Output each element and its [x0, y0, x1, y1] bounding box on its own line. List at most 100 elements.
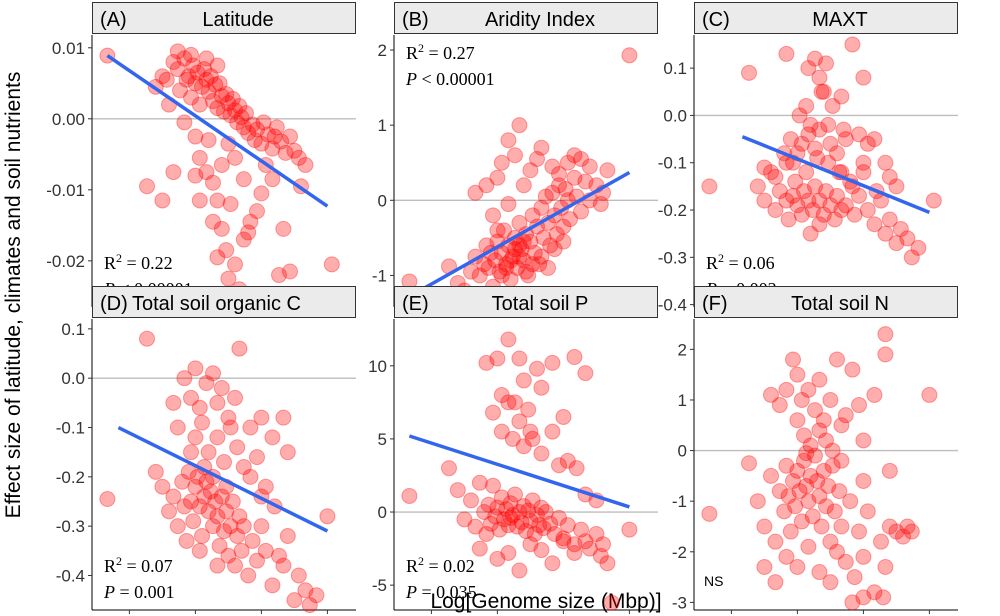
- data-point: [577, 533, 594, 550]
- data-point: [222, 107, 239, 124]
- data-point: [487, 252, 504, 269]
- data-point: [227, 557, 243, 574]
- data-point: [749, 493, 766, 510]
- panel-e-title: Total soil P: [492, 293, 589, 315]
- data-point: [202, 68, 219, 85]
- data-point: [522, 233, 539, 250]
- data-point: [851, 126, 867, 143]
- data-point: [218, 503, 235, 520]
- data-point: [277, 144, 294, 161]
- data-point: [240, 224, 257, 241]
- data-point: [566, 169, 583, 186]
- panel-a-ytick-label: 0.01: [52, 39, 85, 58]
- data-point: [815, 83, 832, 100]
- data-point: [844, 36, 861, 53]
- data-point: [811, 488, 828, 505]
- data-point: [844, 594, 861, 611]
- data-point: [174, 473, 191, 490]
- data-point: [811, 422, 828, 439]
- data-point: [255, 114, 272, 131]
- data-point: [756, 518, 773, 535]
- data-point: [222, 419, 239, 436]
- data-point: [515, 498, 532, 515]
- data-point: [487, 508, 504, 525]
- data-point: [529, 360, 545, 377]
- data-point: [290, 149, 307, 166]
- data-point: [489, 169, 506, 186]
- data-point: [881, 168, 898, 185]
- panel-e-p-value: P = 0.035: [405, 582, 477, 602]
- data-point: [493, 387, 510, 404]
- data-point: [275, 409, 292, 426]
- panel-d-ytick-label: -0.3: [56, 517, 85, 536]
- data-point: [498, 259, 515, 276]
- data-point: [831, 483, 848, 500]
- data-point: [242, 468, 259, 485]
- data-point: [205, 213, 221, 230]
- data-point: [246, 132, 263, 149]
- data-point: [895, 528, 911, 545]
- data-point: [200, 503, 217, 520]
- panel-f-letter: (F): [702, 293, 728, 315]
- data-point: [198, 473, 215, 490]
- data-point: [820, 478, 837, 495]
- data-point: [787, 498, 804, 515]
- data-point: [264, 577, 281, 594]
- data-point: [826, 211, 843, 228]
- data-point: [198, 164, 215, 181]
- data-point: [191, 192, 208, 209]
- data-point: [603, 594, 620, 611]
- data-point: [855, 548, 872, 565]
- data-point: [925, 192, 942, 209]
- data-point: [180, 463, 197, 480]
- data-point: [158, 71, 175, 88]
- data-point: [767, 168, 784, 185]
- data-point: [205, 93, 221, 110]
- data-point: [866, 584, 883, 601]
- data-point: [877, 346, 894, 363]
- data-point: [165, 164, 182, 181]
- data-point: [540, 259, 556, 276]
- data-point: [546, 525, 563, 542]
- data-point: [180, 68, 197, 85]
- data-point: [800, 192, 817, 209]
- data-point: [701, 178, 718, 195]
- panel-b-p-value: P < 0.00001: [405, 69, 495, 89]
- data-point: [178, 532, 195, 549]
- data-point: [99, 491, 116, 508]
- data-point: [877, 225, 894, 242]
- panel-d: (D) Total soil organic C 0.1 0.0 -0.1 -0.2 -0.…: [56, 286, 356, 614]
- data-point: [191, 149, 208, 166]
- data-point: [249, 449, 265, 466]
- data-point: [478, 177, 495, 194]
- data-point: [509, 518, 526, 535]
- data-point: [154, 68, 171, 85]
- data-point: [544, 158, 561, 175]
- data-point: [224, 493, 241, 510]
- data-point: [763, 386, 779, 403]
- data-point: [881, 518, 898, 535]
- data-point: [231, 508, 248, 525]
- panel-a-ytick-label: -0.01: [46, 181, 85, 200]
- data-point: [220, 409, 237, 426]
- data-point: [515, 438, 532, 455]
- data-point: [196, 488, 213, 505]
- data-point: [319, 508, 336, 525]
- data-point: [244, 532, 261, 549]
- data-point: [798, 478, 815, 495]
- data-point: [559, 452, 576, 469]
- data-point: [833, 202, 850, 219]
- data-point: [216, 454, 232, 471]
- data-point: [787, 173, 804, 190]
- data-point: [147, 463, 164, 480]
- data-point: [183, 493, 199, 510]
- panel-c-ytick-label: -0.1: [658, 154, 687, 173]
- data-point: [621, 47, 638, 64]
- data-point: [910, 239, 927, 256]
- data-point: [826, 503, 843, 520]
- data-point: [756, 558, 773, 575]
- data-point: [846, 206, 863, 223]
- data-point: [785, 472, 801, 489]
